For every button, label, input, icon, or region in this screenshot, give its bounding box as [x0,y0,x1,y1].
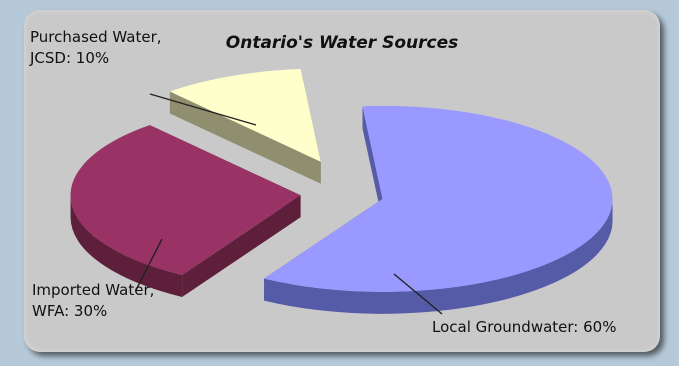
data-label-line: Imported Water, [32,281,154,299]
data-label: Local Groundwater: 60% [432,318,616,336]
data-label-line: Purchased Water, [30,28,162,46]
pie-slice-3 [169,69,321,162]
chart-area: Ontario's Water Sources Local Groundwate… [24,10,660,352]
pie-chart: Ontario's Water Sources Local Groundwate… [29,28,616,336]
data-label-line: WFA: 30% [32,302,107,320]
leader-line [393,273,443,315]
pie-slice-cut-face [182,195,301,297]
data-label-line: Local Groundwater: 60% [432,318,616,336]
leader-line [135,238,163,291]
chart-title: Ontario's Water Sources [226,33,458,53]
pie-slices [70,69,613,314]
data-label: Purchased Water, JCSD: 10% [29,28,162,67]
slice-labels: Local Groundwater: 60% Imported Water, WFA… [29,28,616,336]
pie-slice-2 [70,125,301,275]
pie-slice-1 [264,105,613,292]
pie-slice-cut-face [169,91,321,184]
pie-slice-cut-face [362,106,383,221]
data-label-line: JCSD: 10% [29,49,109,67]
leader-line [149,93,257,126]
pie-slice-side [70,195,183,297]
pie-slice-side [264,198,613,314]
data-label: Imported Water, WFA: 30% [32,281,154,320]
